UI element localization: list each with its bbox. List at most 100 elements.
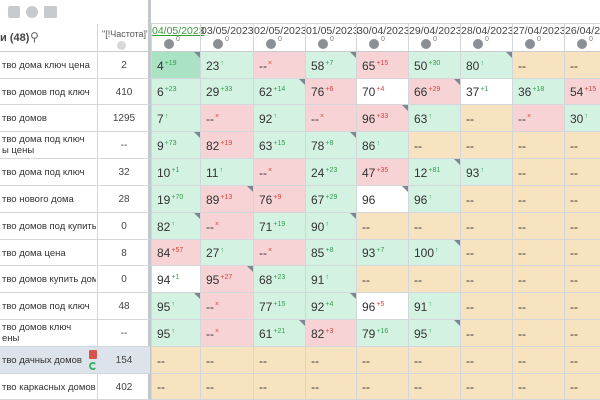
- position-cell[interactable]: 36+18: [512, 79, 564, 105]
- position-cell[interactable]: 54+15: [564, 79, 600, 105]
- position-cell[interactable]: --: [564, 240, 600, 266]
- keyword-row[interactable]: тво домов под купить 0: [0, 213, 150, 240]
- settings-gear-icon[interactable]: [318, 39, 328, 49]
- position-cell[interactable]: --: [512, 347, 564, 374]
- position-cell[interactable]: 91↑: [408, 293, 460, 320]
- position-cell[interactable]: 96+33: [356, 105, 408, 132]
- position-cell[interactable]: 95+27: [200, 266, 253, 293]
- date-label[interactable]: 26/04/2023: [565, 25, 600, 37]
- date-label[interactable]: 02/05/2023: [254, 25, 307, 37]
- position-cell[interactable]: --×: [200, 293, 253, 320]
- position-cell[interactable]: --: [564, 374, 600, 400]
- position-cell[interactable]: --: [512, 213, 564, 240]
- keyword-text[interactable]: тво дома ключ цена: [2, 60, 96, 71]
- position-cell[interactable]: 50+30: [408, 52, 460, 79]
- pane-splitter[interactable]: [148, 0, 151, 400]
- keyword-row[interactable]: тво каркасных домов 402: [0, 374, 150, 400]
- keyword-text[interactable]: тво домов ключ ены: [2, 322, 96, 344]
- frequency-header[interactable]: "[!Частота]": [102, 29, 150, 39]
- position-cell[interactable]: --×: [200, 105, 253, 132]
- keyword-text[interactable]: тво домов: [2, 113, 96, 124]
- keyword-text[interactable]: тво домов под ключ: [2, 301, 96, 312]
- position-cell[interactable]: --: [200, 374, 253, 400]
- position-cell[interactable]: --: [564, 266, 600, 293]
- date-column-header[interactable]: 01/05/2023 0: [305, 24, 359, 52]
- position-cell[interactable]: --: [253, 374, 305, 400]
- position-cell[interactable]: --: [200, 347, 253, 374]
- position-cell[interactable]: 66+29: [408, 79, 460, 105]
- position-cell[interactable]: --: [305, 374, 356, 400]
- position-cell[interactable]: --: [408, 132, 460, 159]
- position-cell[interactable]: 63+15: [253, 132, 305, 159]
- position-cell[interactable]: --: [151, 347, 200, 374]
- position-cell[interactable]: --: [564, 52, 600, 79]
- position-cell[interactable]: --: [356, 374, 408, 400]
- position-cell[interactable]: 71+19: [253, 213, 305, 240]
- position-cell[interactable]: --×: [253, 159, 305, 186]
- position-cell[interactable]: --: [356, 213, 408, 240]
- keyword-row[interactable]: тво дома цена 8: [0, 240, 150, 266]
- position-cell[interactable]: --: [305, 347, 356, 374]
- date-column-header[interactable]: 02/05/2023 0: [253, 24, 307, 52]
- position-cell[interactable]: 77+15: [253, 293, 305, 320]
- position-cell[interactable]: 30↑: [564, 105, 600, 132]
- position-cell[interactable]: 23↑: [200, 52, 253, 79]
- position-cell[interactable]: 10+1: [151, 159, 200, 186]
- trash-icon[interactable]: [89, 350, 97, 359]
- position-cell[interactable]: --: [151, 374, 200, 400]
- position-cell[interactable]: 90↑: [305, 213, 356, 240]
- position-cell[interactable]: 37+1: [460, 79, 512, 105]
- position-cell[interactable]: --: [460, 293, 512, 320]
- position-cell[interactable]: 79+16: [356, 320, 408, 347]
- search-icon[interactable]: ⚲: [30, 30, 39, 44]
- position-cell[interactable]: 85+8: [305, 240, 356, 266]
- position-cell[interactable]: 6+23: [151, 79, 200, 105]
- position-cell[interactable]: 76+6: [305, 79, 356, 105]
- position-cell[interactable]: 82+19: [200, 132, 253, 159]
- settings-gear-icon[interactable]: [164, 39, 174, 49]
- keyword-text[interactable]: тво дома цена: [2, 248, 96, 259]
- position-cell[interactable]: 4+19: [151, 52, 200, 79]
- date-label[interactable]: 28/04/2023: [461, 25, 514, 37]
- date-column-header[interactable]: 03/05/2023 0: [200, 24, 254, 52]
- position-cell[interactable]: --: [356, 266, 408, 293]
- position-cell[interactable]: 19+70: [151, 186, 200, 213]
- position-cell[interactable]: --×: [512, 105, 564, 132]
- settings-gear-icon[interactable]: [525, 39, 535, 49]
- position-cell[interactable]: 70+4: [356, 79, 408, 105]
- settings-gear-icon[interactable]: [369, 39, 379, 49]
- position-cell[interactable]: 93+7: [356, 240, 408, 266]
- position-cell[interactable]: --: [564, 159, 600, 186]
- position-cell[interactable]: --: [564, 132, 600, 159]
- position-cell[interactable]: 96↑: [408, 186, 460, 213]
- position-cell[interactable]: 62+14: [253, 79, 305, 105]
- position-cell[interactable]: --: [512, 320, 564, 347]
- position-cell[interactable]: --: [564, 186, 600, 213]
- position-cell[interactable]: 95↑: [151, 320, 200, 347]
- keyword-text[interactable]: тво каркасных домов: [2, 382, 96, 393]
- position-cell[interactable]: 27↑: [200, 240, 253, 266]
- date-column-header[interactable]: 28/04/2023 0: [460, 24, 514, 52]
- date-label[interactable]: 01/05/2023: [306, 25, 359, 37]
- position-cell[interactable]: --×: [305, 105, 356, 132]
- position-cell[interactable]: 61+21: [253, 320, 305, 347]
- keyword-row[interactable]: тво домов 1295: [0, 105, 150, 132]
- position-cell[interactable]: --×: [253, 240, 305, 266]
- position-cell[interactable]: 58+7: [305, 52, 356, 79]
- position-cell[interactable]: --: [512, 293, 564, 320]
- position-cell[interactable]: 96: [356, 186, 408, 213]
- position-cell[interactable]: --: [512, 159, 564, 186]
- position-cell[interactable]: 78+8: [305, 132, 356, 159]
- position-cell[interactable]: 76+9: [253, 186, 305, 213]
- position-cell[interactable]: --: [512, 52, 564, 79]
- position-cell[interactable]: --: [564, 347, 600, 374]
- date-column-header[interactable]: 29/04/2023 0: [408, 24, 462, 52]
- position-cell[interactable]: --: [460, 347, 512, 374]
- position-cell[interactable]: --: [460, 186, 512, 213]
- position-cell[interactable]: --: [356, 347, 408, 374]
- position-cell[interactable]: 9+73: [151, 132, 200, 159]
- position-cell[interactable]: 82↑: [151, 213, 200, 240]
- keyword-text[interactable]: тво домов купить дом: [2, 274, 96, 285]
- position-cell[interactable]: 92↑: [253, 105, 305, 132]
- position-cell[interactable]: --: [512, 240, 564, 266]
